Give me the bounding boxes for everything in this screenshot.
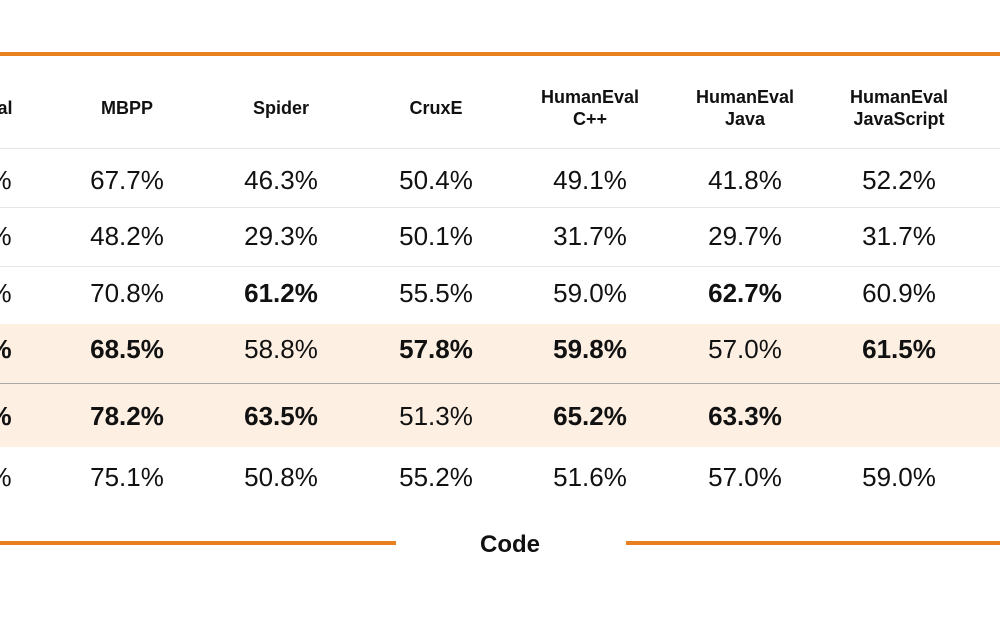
table-cell: 63.5% xyxy=(244,401,318,431)
bottom-rule-left xyxy=(0,541,396,545)
table-cell: 29.7% xyxy=(708,221,782,251)
highlight-band xyxy=(0,324,1000,383)
row-separator xyxy=(0,266,1000,267)
highlight-band xyxy=(0,384,1000,447)
table-cell: 75.1% xyxy=(90,462,164,492)
table-cell xyxy=(935,221,1000,251)
table-cell: % xyxy=(0,462,75,492)
table-cell: 59.0% xyxy=(862,462,936,492)
table-cell: 50.4% xyxy=(399,165,473,195)
bottom-rule-right xyxy=(626,541,1000,545)
table-cell xyxy=(935,165,1000,195)
table-cell: 52.2% xyxy=(862,165,936,195)
table-cell: % xyxy=(0,278,75,308)
section-label: Code xyxy=(480,531,540,558)
column-header: HumanEval Java xyxy=(695,87,795,129)
table-cell: 78.2% xyxy=(90,401,164,431)
table-cell: 51.6% xyxy=(553,462,627,492)
table-cell: 61.5% xyxy=(862,334,936,364)
table-cell: 57.0% xyxy=(708,334,782,364)
row-separator xyxy=(0,148,1000,149)
table-cell: 49.1% xyxy=(553,165,627,195)
table-cell: 57.0% xyxy=(708,462,782,492)
table-cell: % xyxy=(0,401,75,431)
table-cell: 63.3% xyxy=(708,401,782,431)
band-divider xyxy=(0,383,1000,384)
table-cell: 31.7% xyxy=(553,221,627,251)
table-cell: 59.8% xyxy=(553,334,627,364)
table-cell: 50.1% xyxy=(399,221,473,251)
table-cell: % xyxy=(0,221,75,251)
table-cell: % xyxy=(0,334,75,364)
table-cell: 29.3% xyxy=(244,221,318,251)
column-header: MBPP xyxy=(100,98,153,118)
table-cell: 59.0% xyxy=(553,278,627,308)
column-header: HumanEval C++ xyxy=(540,87,640,129)
table-cell: 70.8% xyxy=(90,278,164,308)
table-cell: 46.3% xyxy=(244,165,318,195)
column-header: CruxE xyxy=(409,98,463,118)
table-cell: 48.2% xyxy=(90,221,164,251)
table-cell: 50.8% xyxy=(244,462,318,492)
table-cell: 58.8% xyxy=(244,334,318,364)
table-cell: 67.7% xyxy=(90,165,164,195)
table-cell: % xyxy=(0,165,75,195)
table-cell: 60.9% xyxy=(862,278,936,308)
table-cell xyxy=(935,334,1000,364)
top-orange-rule xyxy=(0,52,1000,56)
table-cell: 31.7% xyxy=(862,221,936,251)
table-cell: 55.5% xyxy=(399,278,473,308)
table-cell: 55.2% xyxy=(399,462,473,492)
table-cell: 57.8% xyxy=(399,334,473,364)
table-cell xyxy=(935,401,1000,431)
column-header: Spider xyxy=(252,98,309,118)
table-cell: 51.3% xyxy=(399,401,473,431)
table-cell: 68.5% xyxy=(90,334,164,364)
table-cell xyxy=(935,462,1000,492)
table-cell: 41.8% xyxy=(708,165,782,195)
table-cell xyxy=(935,278,1000,308)
row-separator xyxy=(0,207,1000,208)
column-header: HumanEval JavaScript xyxy=(849,87,949,129)
table-cell: 62.7% xyxy=(708,278,782,308)
column-header: H xyxy=(935,80,1000,136)
table-cell: 65.2% xyxy=(553,401,627,431)
table-cell: 61.2% xyxy=(244,278,318,308)
column-header: val xyxy=(0,98,13,118)
